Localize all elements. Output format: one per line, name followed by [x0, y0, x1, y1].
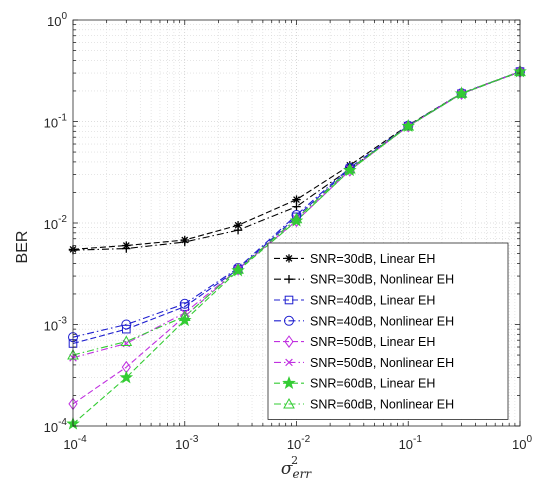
legend-marker-7: [282, 376, 296, 389]
legend-label-6: SNR=50dB, Nonlinear EH: [310, 356, 454, 370]
y-tick-label-base: 10: [44, 420, 58, 435]
data-point-series-7: [401, 118, 416, 132]
data-point-series-7: [119, 370, 134, 384]
y-tick-label-base: 10: [47, 14, 61, 29]
data-point-series-8: [290, 212, 303, 224]
y-tick-label: 10-2: [44, 214, 68, 232]
x-axis-label-base: σ: [281, 459, 293, 479]
x-tick-label-base: 10: [175, 437, 189, 452]
x-axis-label-sub: err: [293, 467, 313, 481]
data-point-series-8: [178, 310, 191, 321]
x-tick-label-exponent: -4: [78, 434, 87, 445]
x-tick-label-base: 10: [63, 437, 77, 452]
data-point-series-7: [289, 213, 304, 227]
y-tick-label-base: 10: [44, 319, 58, 334]
x-tick-label: 10-2: [287, 434, 311, 452]
legend-marker-1: [284, 254, 294, 263]
legend-label-5: SNR=50dB, Linear EH: [310, 335, 435, 349]
y-tick-label: 10-1: [44, 113, 68, 131]
x-tick-label: 10-4: [63, 434, 87, 452]
y-tick-label-exponent: -2: [58, 214, 67, 225]
legend-marker-3: [284, 295, 294, 305]
x-tick-label-base: 10: [399, 437, 413, 452]
y-tick-label-base: 10: [44, 116, 58, 131]
data-point-series-2: [122, 244, 131, 253]
data-point-series-4: [121, 319, 132, 330]
y-axis-label: BER: [14, 231, 31, 264]
data-point-series-2: [233, 225, 243, 235]
x-tick-label: 10-3: [175, 434, 199, 452]
x-tick-label-base: 10: [287, 437, 301, 452]
axis-ticks: [72, 19, 521, 427]
data-point-series-8: [232, 263, 244, 274]
data-point-series-1: [292, 195, 301, 204]
x-axis-label-sup: 2: [291, 454, 298, 467]
y-tick-label: 100: [47, 11, 67, 29]
data-point-series-2: [292, 202, 301, 211]
x-tick-label-exponent: -2: [301, 434, 310, 445]
x-tick-label-exponent: 0: [526, 434, 532, 445]
x-tick-label: 100: [512, 434, 532, 452]
data-point-series-1: [233, 221, 243, 230]
data-point-series-8: [343, 163, 356, 174]
data-point-series-8: [402, 120, 415, 131]
legend: SNR=30dB, Linear EH SNR=30dB, Nonlinear E…: [267, 242, 509, 420]
data-point-series-8: [120, 335, 133, 346]
legend-label-4: SNR=40dB, Nonlinear EH: [310, 314, 454, 328]
x-axis-label: σerr2: [281, 454, 312, 481]
y-tick-label: 10-3: [44, 316, 68, 334]
legend-label-8: SNR=60dB, Nonlinear EH: [310, 398, 454, 412]
y-tick-label-exponent: -1: [58, 113, 67, 124]
legend-marker-6: [285, 358, 293, 367]
y-tick-label-exponent: -3: [58, 316, 67, 327]
legend-marker-4: [284, 315, 294, 326]
legend-marker-2: [284, 275, 294, 284]
data-point-series-4: [179, 298, 190, 309]
legend-label-7: SNR=60dB, Linear EH: [310, 377, 435, 391]
y-tick-label-base: 10: [44, 217, 58, 232]
data-point-series-7: [454, 86, 469, 100]
legend-label-3: SNR=40dB, Linear EH: [310, 294, 435, 308]
y-tick-label-exponent: -4: [58, 417, 67, 428]
y-tick-label-exponent: 0: [61, 11, 67, 22]
legend-label-1: SNR=30dB, Linear EH: [310, 252, 435, 266]
legend-box: [267, 242, 509, 420]
x-tick-label: 10-1: [399, 434, 423, 452]
x-tick-label-base: 10: [512, 437, 526, 452]
y-tick-label: 10-4: [44, 417, 68, 435]
legend-label-2: SNR=30dB, Nonlinear EH: [310, 273, 454, 287]
legend-marker-8: [283, 397, 295, 409]
data-point-series-8: [455, 87, 468, 98]
x-tick-label-exponent: -3: [190, 434, 199, 445]
data-point-series-2: [180, 237, 189, 247]
series-line-4: [72, 71, 521, 338]
data-point-series-3: [122, 324, 131, 334]
x-tick-label-exponent: -1: [413, 434, 422, 445]
legend-marker-5: [284, 335, 294, 348]
